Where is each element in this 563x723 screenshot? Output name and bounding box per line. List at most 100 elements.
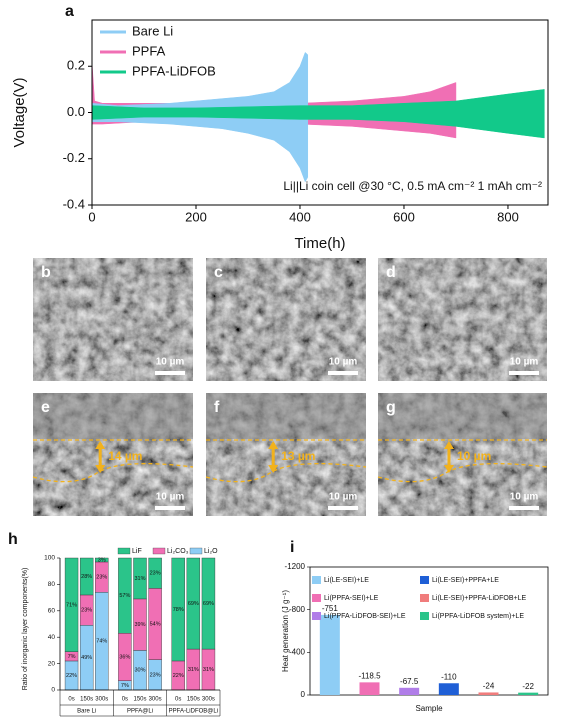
sem-image <box>206 258 366 381</box>
x-tick-label: 150s <box>133 697 146 703</box>
arrow-head <box>268 441 279 473</box>
top-layer <box>206 393 366 439</box>
bar-segment <box>79 557 94 596</box>
scale-bar <box>328 506 358 510</box>
value-label: 54% <box>150 621 161 627</box>
legend-label: PPFA <box>132 43 166 58</box>
scale-label: 10 µm <box>329 492 358 503</box>
y-tick-label: 0 <box>51 687 55 694</box>
value-label: 23% <box>81 608 92 614</box>
value-label: 69% <box>203 601 214 607</box>
image-label: c <box>214 264 223 281</box>
legend-swatch <box>189 547 203 555</box>
x-tick-label: 800 <box>497 209 519 224</box>
y-tick-label: -0.2 <box>63 150 85 165</box>
x-tick-label: 0s <box>122 697 128 703</box>
bar <box>319 614 340 695</box>
y-tick-label: 0 <box>301 690 306 699</box>
thickness-label: 10 µm <box>457 449 491 463</box>
y-tick-label: -800 <box>289 605 306 614</box>
scale-label: 10 µm <box>156 492 185 503</box>
x-tick-label: 400 <box>289 209 311 224</box>
value-label: -24 <box>483 682 495 691</box>
value-label: 31% <box>188 667 199 673</box>
voltage-band <box>91 89 545 113</box>
x-tick-label: 0 <box>88 209 95 224</box>
value-label: 57% <box>119 593 130 599</box>
legend-swatch <box>117 547 131 555</box>
y-tick-label: -400 <box>289 647 306 656</box>
x-axis-label: Sample <box>415 704 443 713</box>
bar <box>438 683 459 695</box>
value-label: 71% <box>66 602 77 608</box>
voltage-band <box>91 112 545 139</box>
legend-label: Li(LE-SEI)+LE <box>324 577 369 584</box>
scale-bar <box>155 506 185 510</box>
legend-swatch <box>420 594 429 602</box>
bar-segment <box>95 557 109 563</box>
value-label: 30% <box>134 668 145 674</box>
arrow-head <box>443 441 454 473</box>
value-label: 22% <box>173 673 184 679</box>
panel-label: h <box>8 531 18 548</box>
value-label: -751 <box>322 604 339 613</box>
value-label: 49% <box>81 655 92 661</box>
scale-label: 10 µm <box>329 357 358 368</box>
scale-bar <box>155 371 185 375</box>
value-label: 23% <box>96 575 107 581</box>
legend-label: Li(LE-SEI)+PPFA-LiDFOB+LE <box>432 595 526 602</box>
x-tick-label: 0s <box>175 697 181 703</box>
value-label: -118.5 <box>358 671 381 680</box>
x-tick-label: 300s <box>149 697 162 703</box>
legend-label: LiF <box>132 548 142 555</box>
scale-bar <box>509 371 539 375</box>
legend-label: Li(PPFA-LiDFOB system)+LE <box>432 613 524 620</box>
bar <box>359 682 380 695</box>
panel-label: a <box>65 3 74 20</box>
value-label: 7% <box>68 654 76 660</box>
y-axis-label: Ratio of inorganic layer components(%) <box>22 568 29 691</box>
x-tick-label: 300s <box>95 697 108 703</box>
x-tick-label: 150s <box>187 697 200 703</box>
value-label: -22 <box>522 682 534 691</box>
y-tick-label: -1200 <box>285 562 306 571</box>
y-tick-label: -0.4 <box>63 196 85 211</box>
annotation: Li||Li coin cell @30 °C, 0.5 mA cm⁻² 1 m… <box>283 179 542 193</box>
voltage-band <box>91 51 309 113</box>
image-label: d <box>386 264 396 281</box>
value-label: -110 <box>441 672 457 681</box>
legend-label: PPFA-LiDFOB <box>132 63 216 78</box>
top-layer <box>378 393 547 439</box>
y-tick-label: 80 <box>48 581 56 588</box>
value-label: 23% <box>150 672 161 678</box>
value-label: -67.5 <box>400 677 419 686</box>
scale-bar <box>509 506 539 510</box>
scale-label: 10 µm <box>510 492 539 503</box>
legend-label: Li(PPFA-SEI)+LE <box>324 595 379 602</box>
bar-segment <box>118 557 132 634</box>
bar <box>399 687 420 695</box>
group-label: PPFA@Li <box>127 709 153 715</box>
bar-segment <box>148 557 162 589</box>
legend-label: Li(LE-SEI)+PPFA+LE <box>432 577 499 584</box>
value-label: 36% <box>119 654 130 660</box>
interface-line <box>377 462 548 483</box>
scale-label: 10 µm <box>156 357 185 368</box>
legend-swatch <box>312 612 321 620</box>
legend-label: Li(PPFA-LiDFOB-SEI)+LE <box>324 613 406 620</box>
scale-label: 10 µm <box>510 357 539 368</box>
x-tick-label: 300s <box>202 697 215 703</box>
x-tick-label: 200 <box>185 209 207 224</box>
legend-label: Li₂O <box>204 548 218 555</box>
image-label: g <box>386 399 396 416</box>
bar <box>478 692 499 695</box>
legend-swatch <box>420 612 429 620</box>
image-label: e <box>41 399 50 416</box>
bar-segment <box>64 557 79 652</box>
group-label: PPFA-LiDFOB@Li <box>169 709 218 715</box>
interface-line <box>205 462 367 483</box>
value-label: 22% <box>66 673 77 679</box>
bar-segment <box>133 557 147 600</box>
scale-bar <box>328 371 358 375</box>
